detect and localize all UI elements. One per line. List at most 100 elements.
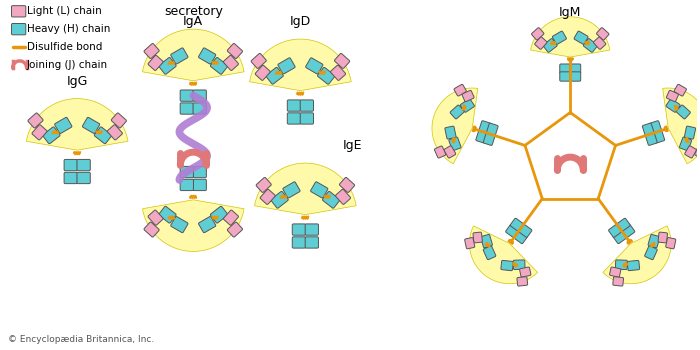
FancyBboxPatch shape (610, 267, 621, 277)
FancyBboxPatch shape (501, 260, 513, 271)
FancyBboxPatch shape (55, 117, 72, 133)
FancyBboxPatch shape (648, 234, 660, 248)
FancyBboxPatch shape (144, 43, 159, 58)
FancyBboxPatch shape (450, 105, 464, 119)
FancyBboxPatch shape (535, 37, 547, 49)
FancyBboxPatch shape (43, 127, 60, 144)
FancyBboxPatch shape (510, 218, 524, 231)
Polygon shape (603, 226, 671, 284)
FancyBboxPatch shape (111, 113, 127, 128)
FancyBboxPatch shape (560, 64, 570, 73)
FancyBboxPatch shape (199, 217, 216, 233)
FancyBboxPatch shape (676, 105, 690, 119)
FancyBboxPatch shape (11, 6, 26, 17)
FancyBboxPatch shape (658, 232, 668, 243)
FancyBboxPatch shape (330, 65, 346, 80)
Text: Joining (J) chain: Joining (J) chain (27, 60, 108, 70)
Text: Light (L) chain: Light (L) chain (27, 6, 101, 16)
FancyBboxPatch shape (476, 130, 487, 143)
FancyBboxPatch shape (94, 127, 112, 144)
FancyBboxPatch shape (444, 146, 456, 158)
Polygon shape (255, 163, 356, 215)
FancyBboxPatch shape (454, 84, 466, 96)
FancyBboxPatch shape (199, 48, 216, 64)
FancyBboxPatch shape (666, 90, 678, 101)
FancyBboxPatch shape (228, 222, 242, 237)
FancyBboxPatch shape (627, 260, 640, 271)
FancyBboxPatch shape (287, 100, 300, 111)
FancyBboxPatch shape (517, 277, 528, 286)
FancyBboxPatch shape (449, 137, 461, 150)
FancyBboxPatch shape (228, 43, 242, 58)
Text: IgD: IgD (290, 15, 311, 28)
FancyBboxPatch shape (473, 232, 482, 243)
Text: IgA: IgA (183, 15, 203, 28)
FancyBboxPatch shape (685, 126, 696, 139)
FancyBboxPatch shape (223, 55, 239, 70)
FancyBboxPatch shape (435, 146, 446, 158)
FancyBboxPatch shape (293, 237, 306, 248)
Polygon shape (470, 226, 538, 284)
FancyBboxPatch shape (479, 121, 491, 133)
FancyBboxPatch shape (323, 191, 339, 208)
FancyBboxPatch shape (251, 54, 266, 69)
FancyBboxPatch shape (283, 182, 300, 198)
FancyBboxPatch shape (83, 117, 99, 133)
FancyBboxPatch shape (513, 260, 525, 270)
FancyBboxPatch shape (306, 58, 323, 74)
FancyBboxPatch shape (256, 177, 272, 192)
FancyBboxPatch shape (193, 179, 206, 191)
FancyBboxPatch shape (180, 179, 193, 191)
FancyBboxPatch shape (335, 54, 350, 69)
FancyBboxPatch shape (685, 146, 696, 158)
FancyBboxPatch shape (64, 159, 78, 171)
FancyBboxPatch shape (483, 246, 496, 260)
FancyBboxPatch shape (171, 48, 188, 64)
FancyBboxPatch shape (180, 103, 193, 114)
FancyBboxPatch shape (180, 90, 193, 101)
FancyBboxPatch shape (159, 57, 176, 74)
FancyBboxPatch shape (531, 28, 544, 40)
FancyBboxPatch shape (483, 133, 495, 145)
Polygon shape (663, 88, 700, 164)
FancyBboxPatch shape (666, 99, 680, 112)
FancyBboxPatch shape (11, 23, 26, 35)
FancyBboxPatch shape (77, 172, 90, 184)
FancyBboxPatch shape (107, 125, 122, 140)
FancyBboxPatch shape (159, 206, 176, 223)
Polygon shape (27, 99, 128, 150)
FancyBboxPatch shape (465, 238, 475, 249)
FancyBboxPatch shape (594, 37, 606, 49)
FancyBboxPatch shape (674, 84, 687, 96)
Text: IgM: IgM (559, 6, 582, 19)
FancyBboxPatch shape (180, 166, 193, 178)
FancyBboxPatch shape (519, 224, 532, 237)
Polygon shape (432, 88, 478, 164)
Text: IgG: IgG (66, 75, 88, 88)
FancyBboxPatch shape (486, 123, 498, 136)
FancyBboxPatch shape (287, 113, 300, 124)
FancyBboxPatch shape (210, 206, 228, 223)
FancyBboxPatch shape (32, 125, 47, 140)
Text: © Encyclopædia Britannica, Inc.: © Encyclopædia Britannica, Inc. (8, 335, 154, 344)
FancyBboxPatch shape (210, 57, 228, 74)
FancyBboxPatch shape (193, 90, 206, 101)
FancyBboxPatch shape (574, 31, 588, 44)
FancyBboxPatch shape (271, 191, 288, 208)
FancyBboxPatch shape (223, 210, 239, 225)
FancyBboxPatch shape (617, 218, 630, 231)
FancyBboxPatch shape (28, 113, 43, 128)
FancyBboxPatch shape (293, 224, 306, 235)
FancyBboxPatch shape (543, 38, 557, 52)
FancyBboxPatch shape (305, 237, 318, 248)
Text: Disulfide bond: Disulfide bond (27, 42, 102, 52)
FancyBboxPatch shape (340, 177, 355, 192)
FancyBboxPatch shape (305, 224, 318, 235)
FancyBboxPatch shape (570, 72, 581, 81)
FancyBboxPatch shape (680, 137, 692, 150)
Polygon shape (143, 200, 244, 251)
FancyBboxPatch shape (552, 31, 566, 44)
FancyBboxPatch shape (645, 133, 657, 145)
Text: Heavy (H) chain: Heavy (H) chain (27, 24, 110, 34)
FancyBboxPatch shape (64, 172, 78, 184)
